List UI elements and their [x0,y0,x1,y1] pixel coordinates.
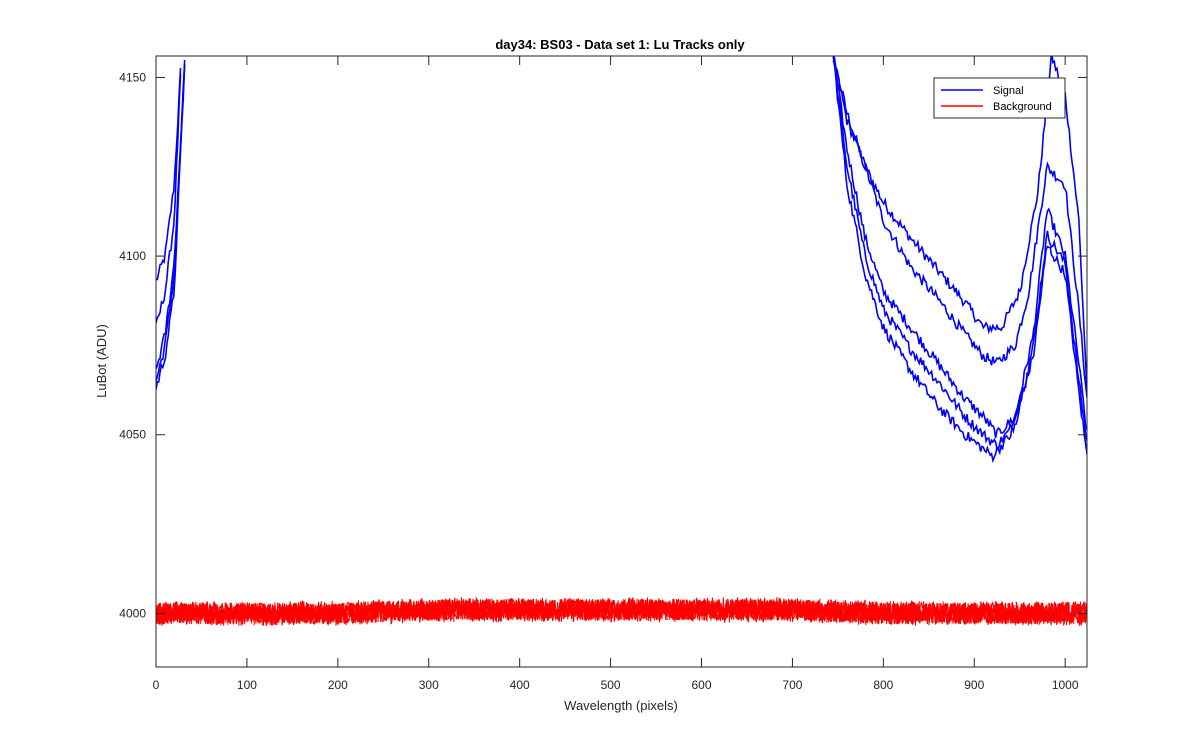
y-tick-label: 4000 [119,606,146,620]
signal-series-line-0-seg-1 [832,56,1087,394]
legend-background-label: Background [993,101,1052,113]
x-tick-label: 500 [601,678,621,692]
x-tick-label: 100 [237,678,257,692]
y-axis-label: LuBot (ADU) [94,324,109,398]
background-series-line-trace-3 [156,597,1087,626]
signal-series-line-0-seg-0 [156,68,182,281]
signal-series-line-1-seg-1 [833,56,1087,398]
legend-box [933,77,1066,119]
plot-frame [155,55,1088,668]
x-tick-label: 800 [873,678,893,692]
x-tick-label: 900 [964,678,984,692]
signal-series-line-4-seg-0 [156,64,186,390]
x-tick-label: 0 [153,678,160,692]
x-tick-label: 200 [328,678,348,692]
y-tick-label: 4100 [119,249,146,263]
legend: Signal Background [933,77,1066,119]
x-tick-label: 400 [510,678,530,692]
chart-title: day34: BS03 - Data set 1: Lu Tracks only [495,37,745,52]
x-tick-label: 300 [419,678,439,692]
signal-series-line-2-seg-1 [832,57,1087,439]
y-tick-label: 4150 [119,70,146,84]
x-tick-label: 700 [782,678,802,692]
signal-series-line-4-seg-1 [832,56,1087,464]
x-tick-label: 1000 [1052,678,1079,692]
legend-signal-label: Signal [993,85,1024,97]
x-tick-label: 600 [691,678,711,692]
y-tick-label: 4050 [119,428,146,442]
x-axis-label: Wavelength (pixels) [564,698,678,713]
signal-series-line-1-seg-0 [156,74,182,324]
